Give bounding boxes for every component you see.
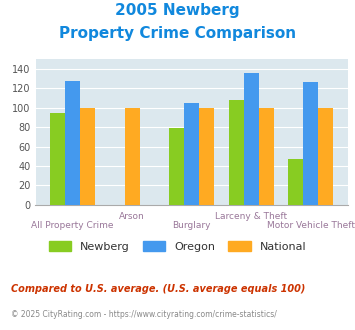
Bar <box>288 159 303 205</box>
Text: Larceny & Theft: Larceny & Theft <box>215 212 287 221</box>
Bar <box>244 73 259 205</box>
Bar <box>259 108 273 205</box>
Text: Compared to U.S. average. (U.S. average equals 100): Compared to U.S. average. (U.S. average … <box>11 284 305 294</box>
Bar <box>50 113 65 205</box>
Text: Arson: Arson <box>119 212 145 221</box>
Bar <box>229 100 244 205</box>
Bar <box>125 108 140 205</box>
Bar <box>318 108 333 205</box>
Bar <box>169 128 184 205</box>
Text: All Property Crime: All Property Crime <box>32 221 114 230</box>
Text: © 2025 CityRating.com - https://www.cityrating.com/crime-statistics/: © 2025 CityRating.com - https://www.city… <box>11 310 277 319</box>
Bar <box>80 108 95 205</box>
Bar <box>184 103 199 205</box>
Text: 2005 Newberg: 2005 Newberg <box>115 3 240 18</box>
Text: Motor Vehicle Theft: Motor Vehicle Theft <box>267 221 355 230</box>
Text: Burglary: Burglary <box>173 221 211 230</box>
Bar <box>65 81 80 205</box>
Bar <box>303 82 318 205</box>
Legend: Newberg, Oregon, National: Newberg, Oregon, National <box>49 241 306 252</box>
Bar <box>199 108 214 205</box>
Text: Property Crime Comparison: Property Crime Comparison <box>59 26 296 41</box>
